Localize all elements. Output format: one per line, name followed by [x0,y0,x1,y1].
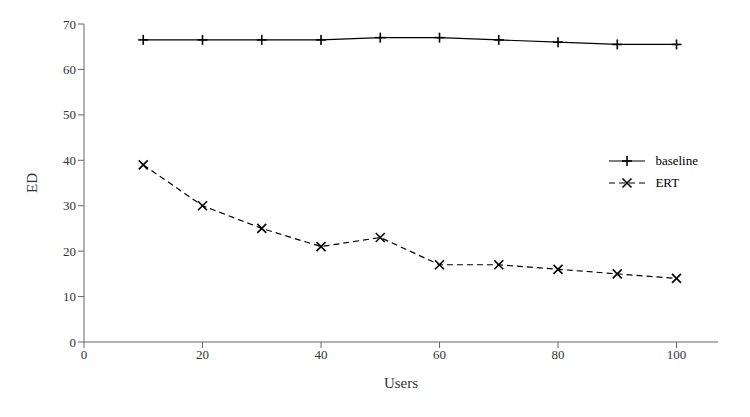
svg-text:Users: Users [384,375,418,391]
svg-text:40: 40 [63,153,76,168]
html-text:baseline: baseline [655,153,698,168]
svg-text:20: 20 [196,347,209,362]
svg-text:20: 20 [63,244,76,259]
html-text:ERT: ERT [655,175,680,190]
svg-text:80: 80 [552,347,565,362]
svg-text:100: 100 [667,347,687,362]
svg-text:70: 70 [63,17,76,32]
svg-text:50: 50 [63,107,76,122]
svg-text:30: 30 [63,198,76,213]
svg-text:40: 40 [315,347,328,362]
svg-text:0: 0 [70,335,77,350]
svg-text:ED: ED [24,173,40,193]
svg-text:60: 60 [63,62,76,77]
svg-text:0: 0 [81,347,88,362]
svg-text:10: 10 [63,289,76,304]
svg-text:60: 60 [433,347,446,362]
